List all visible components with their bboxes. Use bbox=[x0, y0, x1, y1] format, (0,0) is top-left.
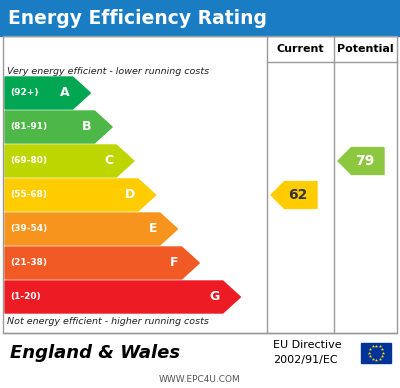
Text: WWW.EPC4U.COM: WWW.EPC4U.COM bbox=[159, 374, 241, 383]
Polygon shape bbox=[5, 281, 240, 313]
Text: 79: 79 bbox=[356, 154, 375, 168]
Polygon shape bbox=[5, 247, 199, 279]
Text: (55-68): (55-68) bbox=[10, 191, 47, 199]
Text: Very energy efficient - lower running costs: Very energy efficient - lower running co… bbox=[7, 66, 209, 76]
Text: (81-91): (81-91) bbox=[10, 123, 47, 132]
Text: C: C bbox=[104, 154, 113, 168]
Polygon shape bbox=[5, 179, 156, 211]
Text: Current: Current bbox=[277, 44, 324, 54]
Text: Potential: Potential bbox=[337, 44, 394, 54]
Text: (39-54): (39-54) bbox=[10, 225, 47, 234]
Text: England & Wales: England & Wales bbox=[10, 343, 180, 362]
Text: EU Directive: EU Directive bbox=[273, 341, 342, 350]
Polygon shape bbox=[271, 182, 317, 208]
Text: A: A bbox=[60, 87, 70, 99]
Bar bbox=[3, 36, 397, 333]
Polygon shape bbox=[338, 147, 384, 175]
Polygon shape bbox=[5, 77, 90, 109]
Text: (92+): (92+) bbox=[10, 88, 38, 97]
Text: B: B bbox=[82, 121, 92, 133]
Text: Energy Efficiency Rating: Energy Efficiency Rating bbox=[8, 9, 267, 28]
Text: (21-38): (21-38) bbox=[10, 258, 47, 267]
Polygon shape bbox=[5, 111, 112, 143]
Text: F: F bbox=[170, 256, 179, 270]
Bar bbox=[361, 343, 391, 362]
Polygon shape bbox=[5, 145, 134, 177]
Text: 2002/91/EC: 2002/91/EC bbox=[273, 355, 338, 364]
Text: Not energy efficient - higher running costs: Not energy efficient - higher running co… bbox=[7, 317, 209, 326]
Text: (1-20): (1-20) bbox=[10, 293, 41, 301]
Polygon shape bbox=[5, 213, 178, 245]
Text: G: G bbox=[210, 291, 220, 303]
Text: 62: 62 bbox=[288, 188, 308, 202]
Text: (69-80): (69-80) bbox=[10, 156, 47, 166]
Text: E: E bbox=[148, 222, 157, 236]
Text: D: D bbox=[125, 189, 135, 201]
Bar bbox=[0, 0, 400, 36]
